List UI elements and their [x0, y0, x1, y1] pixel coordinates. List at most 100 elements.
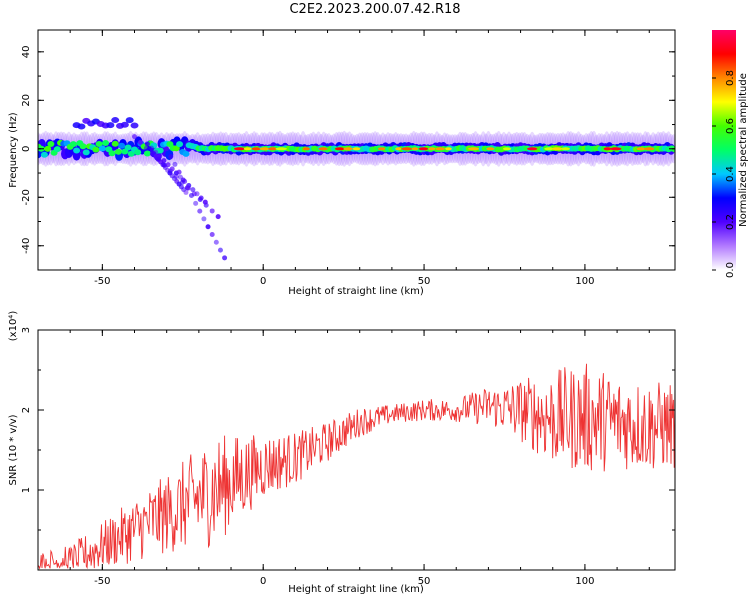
- heat-band-peak: [428, 147, 436, 151]
- spectrogram-panel: -50 0 50 100 40 20 0 -20 -40 Height of straight …: [8, 29, 676, 297]
- heat-band-peak: [275, 147, 287, 151]
- heat-streak: [183, 189, 189, 195]
- heat-band-peak: [268, 147, 278, 151]
- heat-band-peak: [302, 147, 310, 151]
- heat-streak: [198, 195, 204, 201]
- heat-streak: [184, 185, 190, 191]
- heat-band-peak: [486, 147, 495, 151]
- heat-band-peak: [334, 147, 345, 151]
- heat-band-peak: [435, 147, 446, 151]
- heat-band-core: [102, 139, 110, 146]
- spectrogram-y-axis-label: Frequency (Hz): [8, 112, 19, 188]
- heat-band-core: [182, 150, 190, 157]
- heat-streak: [194, 191, 200, 197]
- heat-streak: [193, 200, 199, 206]
- colorbar-label: Normalized spectral amplitude: [738, 73, 749, 227]
- x-tick-label: 100: [575, 576, 594, 587]
- heat-band-core: [176, 141, 184, 148]
- heat-band-core: [95, 140, 103, 147]
- heat-feature: [77, 123, 86, 130]
- heat-band-core: [44, 145, 52, 152]
- colorbar-scale: [712, 30, 736, 270]
- colorbar-tick-label: 0.2: [725, 214, 736, 230]
- colorbar-tick-label: 0.8: [725, 70, 736, 86]
- heat-band-core: [134, 149, 142, 156]
- y-tick-label: 1: [21, 487, 32, 493]
- heat-band-peak: [502, 147, 512, 151]
- heat-band-core: [82, 149, 90, 156]
- heat-band-peak: [352, 147, 361, 151]
- heat-band-core: [111, 140, 119, 147]
- heat-feature: [111, 117, 120, 124]
- x-tick-label: 100: [575, 276, 594, 287]
- heat-band-peak: [411, 147, 419, 151]
- heat-band-peak: [401, 147, 413, 151]
- spectrogram-ticks: -50 0 50 100 40 20 0 -20 -40: [21, 30, 675, 287]
- snr-y-axis-label: SNR (10 * v/v): [8, 414, 19, 485]
- x-tick-label: 50: [418, 276, 431, 287]
- x-tick-label: 0: [260, 576, 266, 587]
- heat-band-peak: [233, 147, 245, 151]
- heat-streak: [215, 214, 221, 220]
- heat-band-peak: [468, 147, 480, 151]
- heat-streak: [137, 139, 143, 145]
- heat-band-core: [47, 140, 55, 147]
- heat-band-core: [40, 151, 48, 158]
- heat-streak: [168, 154, 174, 160]
- heat-streak: [176, 169, 182, 175]
- y-tick-label: -40: [21, 238, 32, 254]
- heat-band-peak: [395, 147, 402, 151]
- snr-ticks: -50 0 50 100 3 2 1: [21, 327, 675, 587]
- heat-band-peak: [445, 147, 452, 151]
- x-tick-label: 50: [418, 576, 431, 587]
- heat-streak: [197, 208, 203, 214]
- heat-band-peak: [561, 147, 571, 151]
- heat-feature: [130, 122, 139, 129]
- colorbar: 0.0 0.2 0.4 0.6 0.8 Normalized spectral ampl…: [712, 30, 749, 278]
- heat-streak: [201, 216, 207, 222]
- snr-x-axis-label: Height of straight line (km): [288, 584, 424, 595]
- heat-feature: [125, 117, 134, 124]
- heat-band-peak: [251, 147, 261, 151]
- heat-streak: [209, 232, 215, 238]
- heat-streak: [164, 146, 170, 152]
- y-tick-label: -20: [21, 189, 32, 205]
- x-tick-label: 0: [260, 276, 266, 287]
- heat-streak: [217, 247, 223, 253]
- heat-streak: [144, 141, 150, 147]
- heat-band-peak: [526, 147, 538, 151]
- heat-band-peak: [418, 147, 429, 151]
- spectrogram-frame: [37, 29, 676, 271]
- heat-band-core: [73, 147, 81, 154]
- heat-streak: [149, 145, 155, 151]
- heat-streak: [190, 187, 196, 193]
- heat-band-core: [156, 147, 164, 154]
- heat-streak: [180, 177, 186, 183]
- y-tick-label: 2: [21, 407, 32, 413]
- heat-streak: [143, 145, 149, 151]
- heat-band-core: [118, 142, 126, 149]
- heat-band-core: [114, 148, 122, 155]
- snr-panel: -50 0 50 100 3 2 1 Height of straight line (km…: [8, 311, 676, 595]
- heat-band-peak: [318, 147, 328, 151]
- colorbar-tick-label: 0.6: [725, 118, 736, 134]
- heat-band-core: [53, 146, 61, 153]
- heat-streak: [189, 193, 195, 199]
- heat-feature: [106, 122, 115, 129]
- heat-band-core: [143, 150, 151, 157]
- heat-band-core: [79, 143, 87, 150]
- snr-series-line: [38, 363, 675, 570]
- snr-y-multiplier: (x10⁴): [8, 311, 19, 342]
- snr-line-layer: [38, 363, 675, 570]
- heat-band-core: [671, 146, 675, 153]
- heat-feature: [120, 121, 129, 128]
- heat-band-peak: [603, 147, 612, 151]
- heat-streak: [213, 239, 219, 245]
- heat-band-peak: [377, 147, 386, 151]
- heat-band-core: [98, 145, 106, 152]
- heat-streak: [202, 199, 208, 205]
- heat-band-peak: [551, 147, 563, 151]
- heat-streak: [222, 255, 228, 261]
- heat-band-peak: [643, 147, 655, 151]
